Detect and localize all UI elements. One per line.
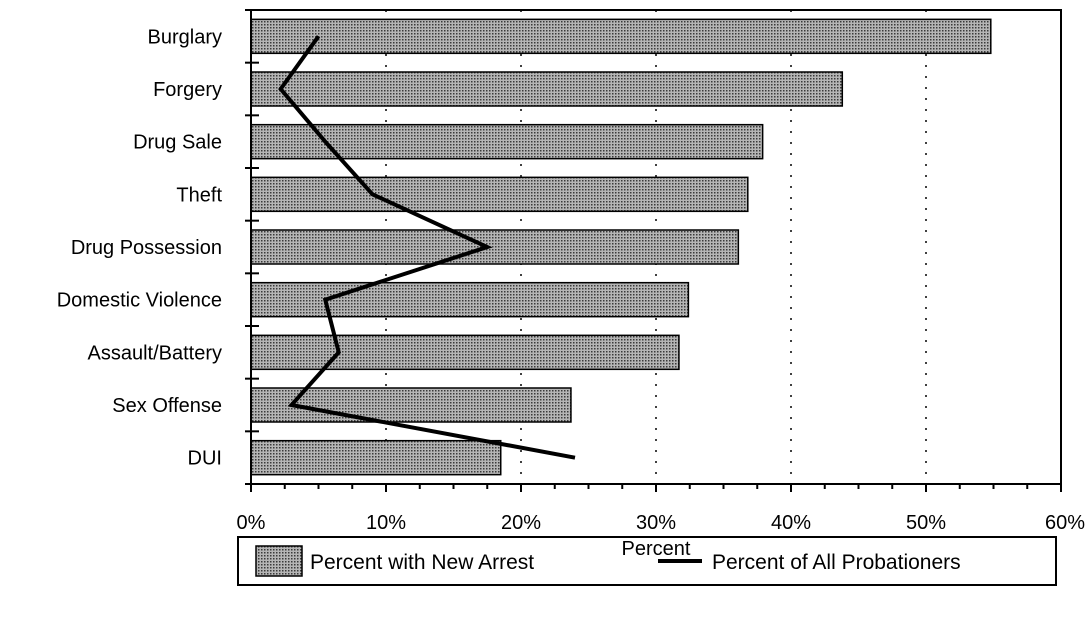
category-label-drug-sale: Drug Sale bbox=[133, 132, 222, 154]
category-label-assault-battery: Assault/Battery bbox=[87, 342, 222, 364]
bar-dui bbox=[250, 439, 502, 476]
category-label-dui: DUI bbox=[188, 448, 222, 470]
category-label-sex-offense: Sex Offense bbox=[112, 395, 222, 417]
x-tick-label-0: 0% bbox=[237, 512, 266, 534]
legend-box bbox=[237, 536, 1057, 586]
x-tick-label-60: 60% bbox=[1045, 512, 1085, 534]
legend: Percent with New Arrest Percent of All P… bbox=[237, 536, 1057, 586]
bar-domestic-violence bbox=[250, 281, 690, 318]
bar-layer bbox=[250, 18, 992, 476]
bar-burglary bbox=[250, 18, 992, 55]
bar-drug-possession bbox=[250, 229, 740, 265]
axis-layer bbox=[245, 9, 1062, 492]
bar-theft bbox=[250, 176, 749, 213]
category-label-forgery: Forgery bbox=[153, 79, 222, 101]
category-label-domestic-violence: Domestic Violence bbox=[57, 290, 222, 312]
category-labels: Burglary Forgery Drug Sale Theft Drug Posses… bbox=[57, 26, 223, 469]
category-label-burglary: Burglary bbox=[148, 26, 222, 48]
bar-forgery bbox=[250, 71, 844, 107]
x-tick-labels: 0% 10% 20% 30% 40% 50% 60% bbox=[237, 512, 1086, 534]
legend-bar-label: Percent with New Arrest bbox=[310, 551, 534, 574]
x-tick-label-50: 50% bbox=[906, 512, 946, 534]
legend-bar-swatch bbox=[255, 545, 303, 577]
category-label-theft: Theft bbox=[176, 184, 222, 206]
bar-assault-battery bbox=[250, 334, 680, 371]
x-axis-title: Percent bbox=[622, 538, 691, 560]
x-tick-label-10: 10% bbox=[366, 512, 406, 534]
line-layer bbox=[278, 35, 576, 460]
x-tick-label-20: 20% bbox=[501, 512, 541, 534]
x-tick-label-40: 40% bbox=[771, 512, 811, 534]
x-tick-label-30: 30% bbox=[636, 512, 676, 534]
legend-line-label: Percent of All Probationers bbox=[712, 551, 961, 574]
category-label-drug-possession: Drug Possession bbox=[71, 237, 222, 259]
line-percent-of-all-probationers bbox=[278, 35, 576, 460]
